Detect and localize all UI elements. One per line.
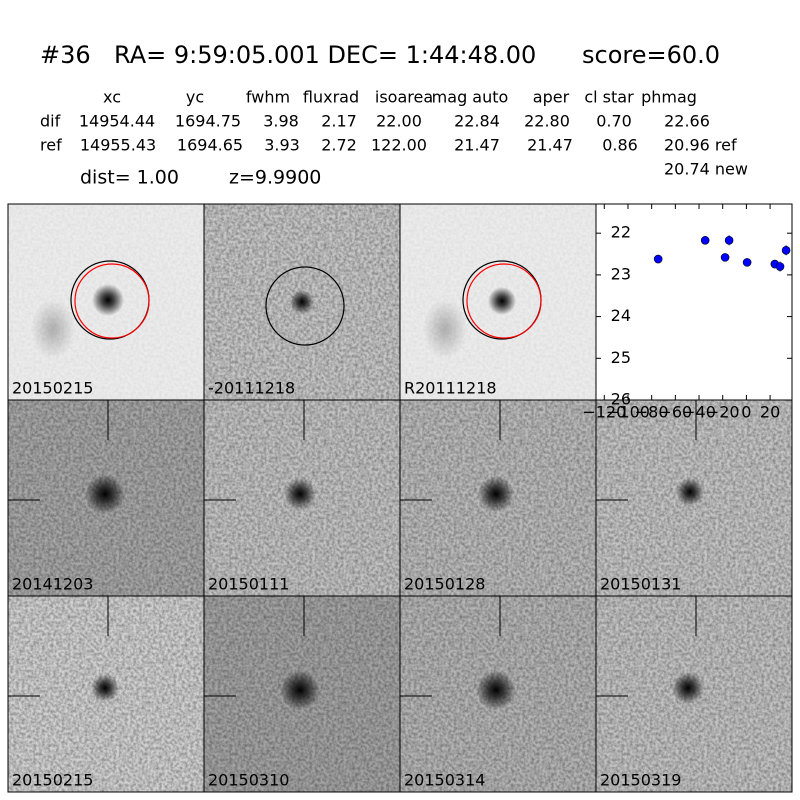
column-header: xc [103, 88, 121, 107]
table-cell: 22.84 [454, 112, 500, 131]
host-galaxy [423, 299, 467, 359]
source [488, 287, 516, 315]
source [478, 476, 514, 512]
panel-label: 20141203 [12, 575, 93, 594]
data-point [742, 258, 752, 267]
table-cell: 22.00 [376, 112, 422, 131]
table-cell: 14954.44 [79, 112, 155, 131]
panel-label: R20111218 [404, 379, 497, 398]
data-point [775, 262, 785, 271]
table-cell: 1694.75 [175, 112, 241, 131]
table-cell: 2.17 [321, 112, 357, 131]
y-tick-label: 22 [611, 223, 631, 242]
panel-label: -20111218 [208, 379, 295, 398]
image-panel: 20150319 [595, 595, 793, 793]
image-panel: 20150310 [203, 595, 401, 793]
table-cell: 22.80 [524, 112, 570, 131]
panel-label: 20150319 [600, 771, 681, 790]
image-panel: 20150131 [595, 399, 793, 597]
aperture [265, 266, 345, 346]
column-header: fwhm [246, 88, 290, 107]
table-cell: 3.93 [264, 136, 300, 155]
x-tick-label: 0 [741, 403, 751, 422]
table-cell: 21.47 [454, 136, 500, 155]
panel-label: 20150111 [208, 575, 289, 594]
column-header: yc [186, 88, 204, 107]
table-cell: 21.47 [527, 136, 573, 155]
x-tick-label: −20 [706, 403, 740, 422]
candidate-id: #36 [40, 41, 91, 69]
table-cell: 3.98 [263, 112, 299, 131]
table-cell: 22.66 [664, 112, 710, 131]
panel-label: 20150215 [12, 379, 93, 398]
panel-label: 20150314 [404, 771, 485, 790]
table-cell: 122.00 [371, 136, 427, 155]
table-cell: 2.72 [321, 136, 357, 155]
table-cell: 0.70 [596, 112, 632, 131]
column-header: phmag [641, 88, 697, 107]
x-tick-label: −40 [682, 403, 716, 422]
host-galaxy [31, 299, 75, 359]
source [476, 670, 516, 710]
x-tick-label: −100 [606, 403, 650, 422]
image-panel: 20150215 [7, 203, 205, 401]
panel-label: 20150128 [404, 575, 485, 594]
table-cell: 1694.65 [177, 136, 243, 155]
column-header: isoarea [375, 88, 433, 107]
panel-label: 20150215 [12, 771, 93, 790]
x-tick-label: 20 [760, 403, 780, 422]
image-panel: 20150215 [7, 595, 205, 793]
y-tick-label: 26 [611, 390, 631, 409]
y-tick-label: 23 [611, 264, 631, 283]
plot-frame [595, 203, 793, 401]
score: score=60.0 [582, 41, 720, 69]
source [672, 672, 704, 704]
y-tick-label: 24 [611, 306, 631, 325]
plot-background [596, 204, 792, 400]
coordinates: RA= 9:59:05.001 DEC= 1:44:48.00 [114, 41, 536, 69]
new-mag: 20.74 new [664, 160, 748, 179]
image-panel: R20111218 [399, 203, 597, 401]
ref-aperture [466, 263, 542, 339]
image-panel: -20111218 [203, 203, 401, 401]
ref-aperture [74, 263, 150, 339]
data-point [720, 253, 730, 262]
source [676, 478, 704, 506]
image-panel: 20150128 [399, 399, 597, 597]
data-point [653, 254, 663, 264]
source [284, 478, 316, 510]
x-tick-label: −80 [635, 403, 669, 422]
x-tick-label: −60 [658, 403, 692, 422]
source [85, 474, 125, 514]
data-point [700, 235, 710, 245]
panel-frame [595, 595, 793, 793]
source [290, 290, 314, 314]
panel-label: 20150131 [600, 575, 681, 594]
image-panel: 20141203 [7, 399, 205, 597]
column-header: fluxrad [303, 88, 359, 107]
redshift: z=9.9900 [229, 167, 321, 189]
column-header: aper [533, 88, 570, 107]
x-tick-label: −120 [582, 403, 626, 422]
source [92, 284, 124, 316]
table-cell: dif [40, 112, 61, 131]
table-cell: 0.86 [602, 136, 638, 155]
image-panel: 20150111 [203, 399, 401, 597]
column-header: cl star [584, 88, 634, 107]
source [91, 674, 119, 702]
table-cell: ref [40, 136, 62, 155]
y-tick-label: 25 [611, 348, 631, 367]
panel-label: 20150310 [208, 771, 289, 790]
table-cell: 20.96 ref [664, 136, 737, 155]
data-point [781, 245, 791, 255]
table-cell: 14955.43 [80, 136, 156, 155]
data-point [724, 235, 734, 245]
distance: dist= 1.00 [80, 167, 179, 189]
column-header: mag auto [432, 88, 509, 107]
image-panel: 20150314 [399, 595, 597, 793]
source [280, 670, 320, 710]
